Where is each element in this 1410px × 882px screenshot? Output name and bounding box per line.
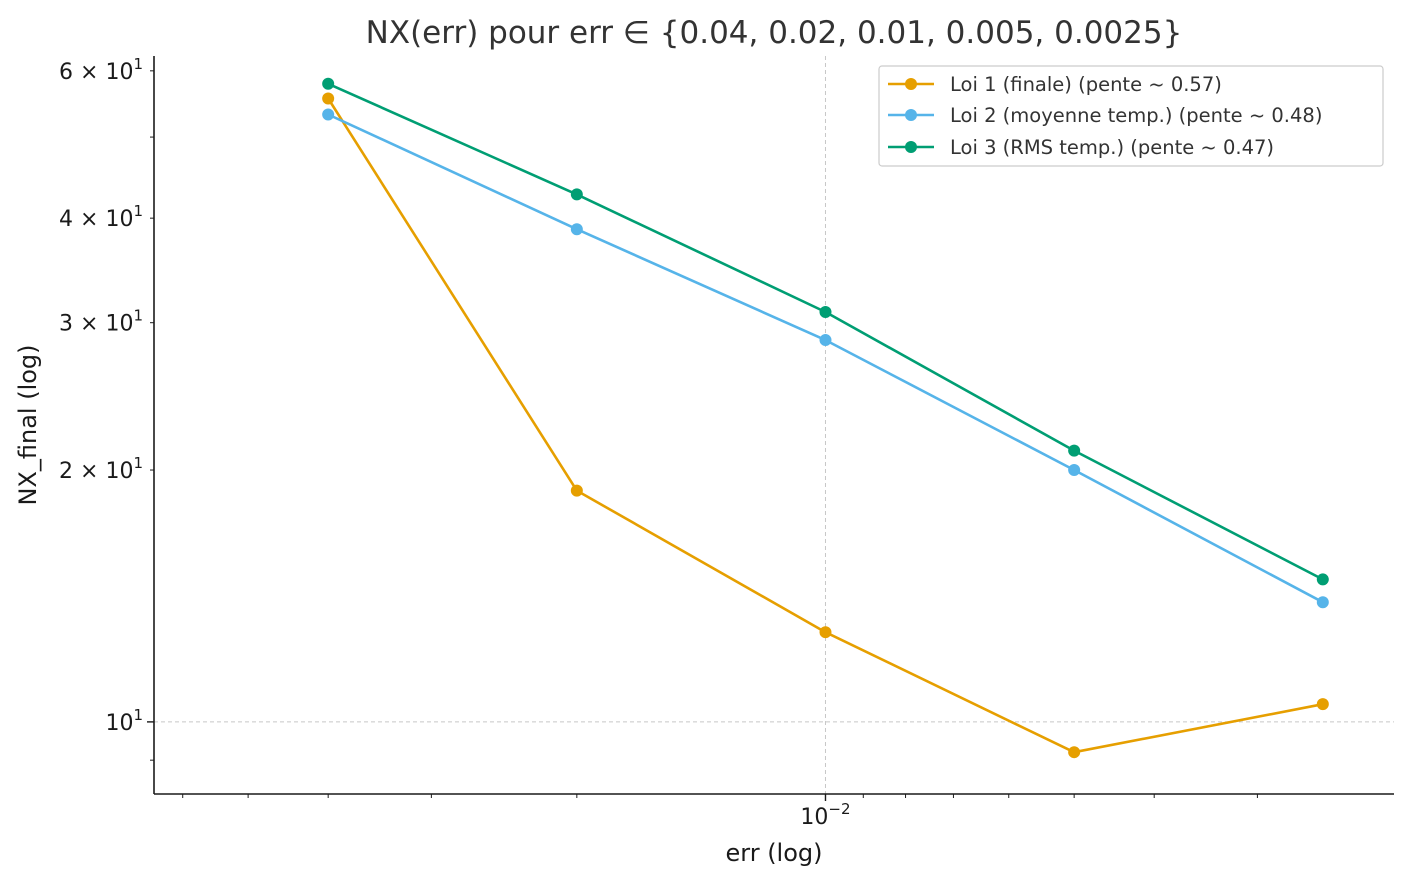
legend-marker-loi2 (905, 109, 917, 121)
series-3 (322, 77, 1329, 586)
y-tick-label: 3 × 101 (59, 307, 143, 337)
legend-item-loi3: Loi 3 (RMS temp.) (pente ~ 0.47) (888, 136, 1274, 159)
data-point (819, 626, 832, 639)
legend-marker-loi3 (905, 141, 917, 153)
data-point (322, 77, 335, 90)
series-2 (322, 108, 1329, 609)
legend-item-loi1: Loi 1 (finale) (pente ~ 0.57) (888, 73, 1222, 96)
y-tick-label: 4 × 101 (59, 202, 143, 232)
data-point (322, 92, 335, 105)
legend-marker-loi1 (905, 78, 917, 90)
data-point (1316, 596, 1329, 609)
data-point (819, 334, 832, 347)
data-point (570, 188, 583, 201)
data-point (1068, 746, 1081, 759)
data-point (819, 305, 832, 318)
data-point (322, 108, 335, 121)
data-point (1316, 573, 1329, 586)
y-tick-label: 2 × 101 (59, 454, 143, 484)
series-layer (322, 77, 1329, 759)
chart-title: NX(err) pour err ∈ {0.04, 0.02, 0.01, 0.… (366, 15, 1183, 51)
data-point (570, 484, 583, 497)
data-point (1068, 444, 1081, 457)
grid-layer (154, 56, 1394, 794)
legend-box (878, 65, 1384, 167)
y-axis-label: NX_final (log) (14, 344, 42, 505)
legend-item-loi2: Loi 2 (moyenne temp.) (pente ~ 0.48) (888, 104, 1322, 127)
x-tick-label: 10−2 (800, 800, 850, 830)
data-point (1316, 698, 1329, 711)
ticks-layer: 10−2 6 × 101 4 × 101 3 × 101 2 × 101 101 (59, 55, 1258, 830)
x-axis-label: err (log) (725, 839, 822, 867)
legend-label-loi2: Loi 2 (moyenne temp.) (pente ~ 0.48) (950, 104, 1322, 127)
legend: Loi 1 (finale) (pente ~ 0.57) Loi 2 (moy… (878, 65, 1384, 167)
data-point (1068, 464, 1081, 477)
y-tick-label: 6 × 101 (59, 55, 143, 85)
legend-label-loi3: Loi 3 (RMS temp.) (pente ~ 0.47) (950, 136, 1274, 159)
y-tick-label: 101 (105, 706, 143, 736)
data-point (570, 223, 583, 236)
series-1 (322, 92, 1329, 759)
axes-layer (153, 56, 1394, 795)
legend-label-loi1: Loi 1 (finale) (pente ~ 0.57) (950, 73, 1222, 96)
